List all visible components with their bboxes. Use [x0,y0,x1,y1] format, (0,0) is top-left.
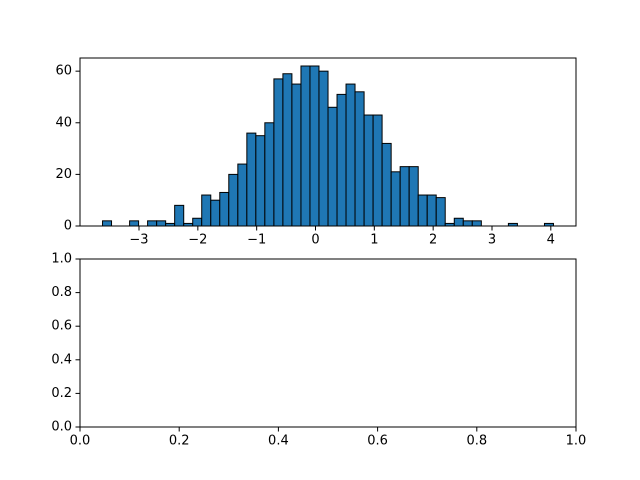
x-tick-label: 1 [370,233,378,248]
bar [462,220,473,227]
y-tick-label: 0.0 [51,420,72,435]
bar [435,197,446,227]
bar [246,132,257,227]
bar [453,217,464,227]
bar [327,106,338,227]
y-tick-label: 20 [55,167,72,182]
bar [354,91,365,227]
bar [336,93,347,227]
bar [345,83,356,227]
x-tick-label: 2 [429,233,437,248]
x-tick-label: 0.4 [268,434,289,449]
y-tick-label: 0.8 [51,285,72,300]
x-tick-label: 0.0 [70,434,91,449]
bar [264,122,275,227]
bar [156,220,167,227]
bar [372,114,383,227]
x-tick-label: 4 [547,233,555,248]
bar [228,173,239,227]
bar [408,166,419,227]
bar [291,83,302,227]
bar [300,65,311,227]
x-tick-label: 3 [488,233,496,248]
x-tick-label: 1.0 [566,434,587,449]
bar [210,199,221,227]
bar [282,73,293,227]
x-tick-label: −2 [188,233,207,248]
y-tick-label: 0.2 [51,386,72,401]
y-tick-label: 0 [64,219,72,234]
bar [399,166,410,227]
x-tick-label: 0.6 [367,434,388,449]
bar [363,114,374,227]
x-tick-label: 0.8 [466,434,487,449]
bar [174,204,185,227]
axes-frame [79,57,577,227]
bar [309,65,320,227]
bar [390,171,401,227]
x-tick-label: −1 [247,233,266,248]
bar [102,220,113,227]
bar [273,78,284,227]
y-tick-label: 0.4 [51,352,72,367]
y-tick-label: 40 [55,115,72,130]
bar [201,194,212,227]
bar [471,220,482,227]
bar [318,70,329,227]
x-tick-label: 0.2 [169,434,190,449]
bar [192,217,203,227]
bar [219,191,230,227]
y-tick-label: 60 [55,64,72,79]
y-tick-label: 0.6 [51,319,72,334]
bar [255,135,266,227]
bar [147,220,158,227]
axes-frame [79,258,577,428]
bar [426,194,437,227]
bar [381,142,392,227]
bar [237,163,248,227]
bar [129,220,140,227]
x-tick-label: −3 [129,233,148,248]
bar [417,194,428,227]
x-tick-label: 0 [311,233,319,248]
y-tick-label: 1.0 [51,252,72,267]
